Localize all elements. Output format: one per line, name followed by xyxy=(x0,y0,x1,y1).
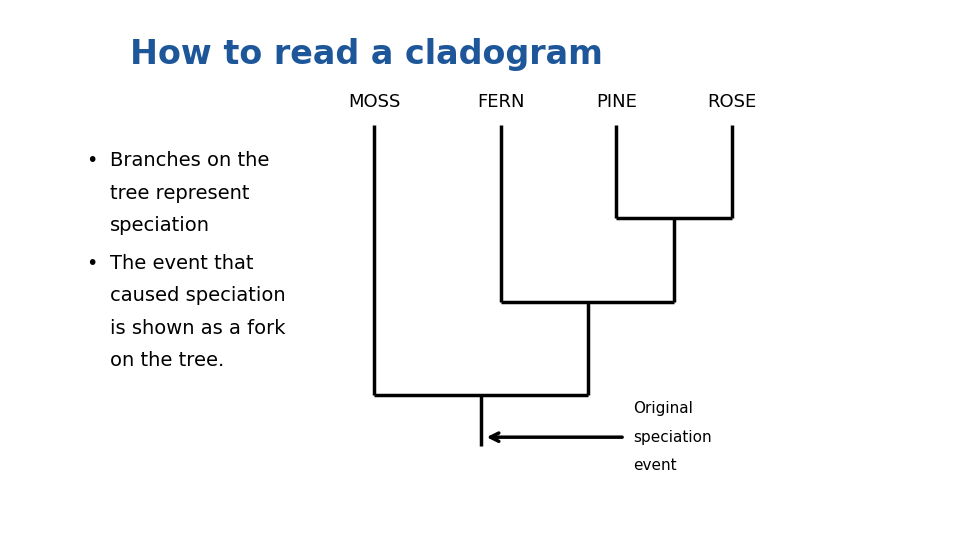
Text: speciation: speciation xyxy=(110,216,210,235)
Text: PINE: PINE xyxy=(596,93,636,111)
Text: Original: Original xyxy=(634,401,693,416)
Text: MOSS: MOSS xyxy=(348,93,400,111)
Text: is shown as a fork: is shown as a fork xyxy=(110,319,286,338)
Text: tree represent: tree represent xyxy=(110,184,250,202)
Text: •: • xyxy=(86,254,98,273)
Text: FERN: FERN xyxy=(477,93,525,111)
Text: on the tree.: on the tree. xyxy=(110,351,225,370)
Text: event: event xyxy=(634,458,677,473)
Text: speciation: speciation xyxy=(634,430,712,444)
Text: ROSE: ROSE xyxy=(707,93,756,111)
Text: The event that: The event that xyxy=(110,254,253,273)
Text: •: • xyxy=(86,151,98,170)
Text: caused speciation: caused speciation xyxy=(110,286,286,305)
Text: How to read a cladogram: How to read a cladogram xyxy=(130,38,603,71)
Text: Branches on the: Branches on the xyxy=(110,151,270,170)
